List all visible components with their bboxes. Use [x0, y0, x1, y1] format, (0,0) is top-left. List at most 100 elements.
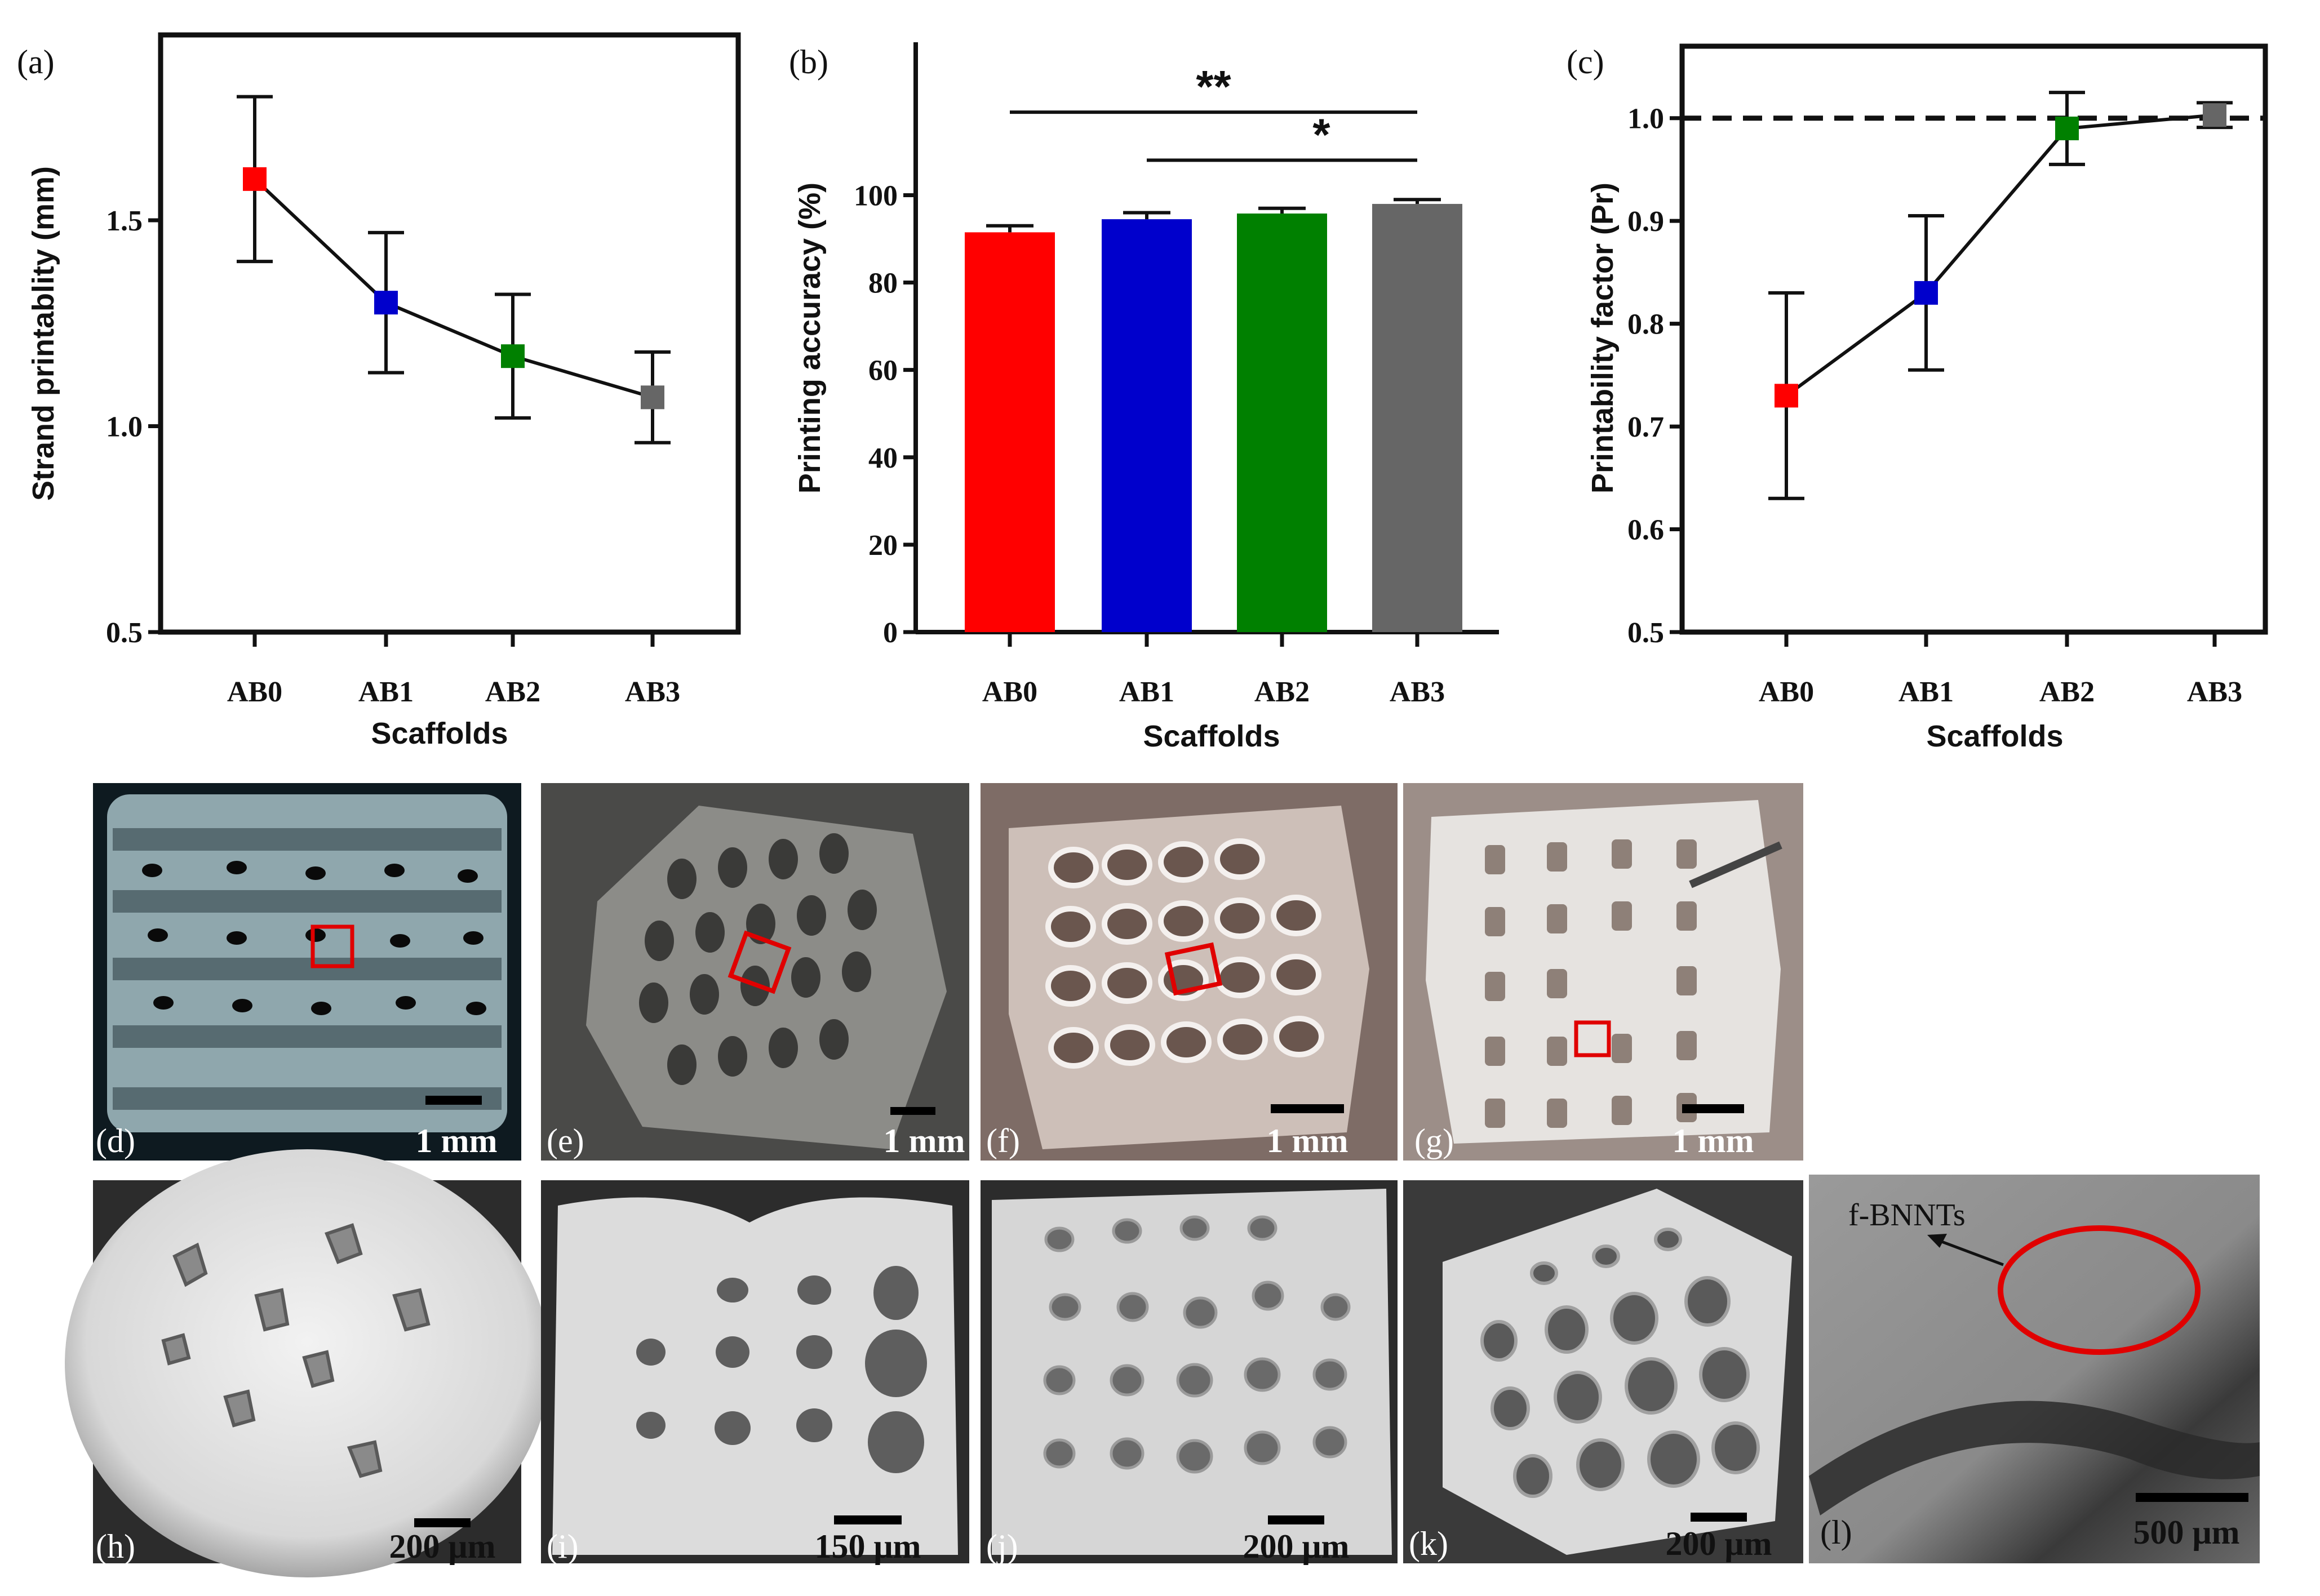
sem-k: 200 μm (k) — [1403, 1180, 1803, 1563]
photo-g-scalebar — [1682, 1104, 1744, 1113]
sem-i-scalebar — [834, 1515, 902, 1524]
xtick-label-c-2: AB2 — [2039, 676, 2095, 708]
sem-i: 150 μm (i) — [541, 1180, 969, 1565]
xtick-label-a-3: AB3 — [625, 676, 680, 708]
sem-k-scalebar — [1691, 1513, 1747, 1522]
xtick-label-b-0: AB0 — [982, 676, 1037, 708]
sem-k-pores — [1480, 1228, 1760, 1498]
photo-d: 1 mm (d) — [93, 783, 521, 1161]
photo-g-scaffold — [1426, 800, 1781, 1144]
chart-a: (a) 0.5 1.0 1.5 AB0 AB1 AB2 AB3 Strand printab… — [17, 32, 741, 750]
sig-label-b-1: * — [1312, 109, 1330, 159]
sem-l-arrow-head — [1927, 1234, 1947, 1248]
sig-label-b-0: ** — [1196, 61, 1231, 112]
chart-c: (c) 0.5 0.6 0.7 0.8 0.9 1.0 AB0 AB1 AB2 AB3 Print… — [1567, 43, 2268, 753]
ylabel-b: Printing accuracy (%) — [793, 183, 827, 494]
plot-frame-a — [158, 32, 741, 635]
xtick-label-a-2: AB2 — [485, 676, 540, 708]
sem-h: 200 μm (h) — [65, 1149, 549, 1577]
panel-label-b: (b) — [789, 43, 828, 81]
point-c-AB0 — [1775, 384, 1798, 408]
photo-e-label: (e) — [547, 1122, 584, 1159]
bar-b-AB0 — [965, 232, 1055, 632]
photo-d-scalebar — [425, 1096, 482, 1105]
photo-g-pores — [1485, 839, 1697, 1128]
ytick-label-c-0: 0.5 — [1627, 617, 1664, 649]
sem-j-scale-label: 200 μm — [1243, 1528, 1350, 1565]
photo-d-label: (d) — [96, 1122, 135, 1159]
sem-l-scalebar — [2136, 1493, 2248, 1502]
photo-e-scalebar — [890, 1107, 935, 1115]
ytick-label-c-4: 0.9 — [1627, 206, 1664, 238]
sem-j-scalebar — [1268, 1515, 1324, 1524]
sem-k-scale-label: 200 μm — [1666, 1525, 1772, 1562]
sem-l-background — [1809, 1175, 2260, 1563]
ylabel-c: Printability factor (Pr) — [1586, 183, 1620, 494]
sem-h-scalebar — [414, 1518, 471, 1527]
photo-f-pores — [1045, 838, 1324, 1069]
xtick-label-b-1: AB1 — [1119, 676, 1174, 708]
ytick-label-a-1: 1.0 — [106, 411, 143, 443]
bar-b-AB2 — [1237, 214, 1327, 632]
photo-e: 1 mm (e) — [541, 783, 969, 1161]
panel-label-a: (a) — [17, 43, 55, 81]
xtick-label-b-3: AB3 — [1390, 676, 1445, 708]
ytick-label-c-3: 0.8 — [1627, 309, 1664, 341]
point-a-AB2 — [501, 344, 525, 368]
ytick-label-b-3: 60 — [868, 355, 898, 387]
sem-k-label: (k) — [1409, 1525, 1448, 1562]
sem-h-scale-label: 200 μm — [389, 1528, 496, 1565]
ytick-label-c-1: 0.6 — [1627, 514, 1664, 546]
series-line-c — [1785, 113, 2215, 397]
xtick-label-c-3: AB3 — [2187, 676, 2242, 708]
plot-frame-c — [1679, 43, 2268, 635]
sem-l-annotation: f-BNNTs — [1848, 1198, 1966, 1233]
ytick-label-a-2: 1.5 — [106, 205, 143, 237]
photo-g-tweezer — [1689, 841, 1782, 888]
photo-f-scale-label: 1 mm — [1267, 1122, 1348, 1159]
photo-e-scale-label: 1 mm — [884, 1122, 965, 1159]
sem-l: f-BNNTs 500 μm (l) — [1809, 1175, 2260, 1563]
sem-l-label: (l) — [1820, 1514, 1852, 1551]
point-c-AB1 — [1914, 281, 1938, 305]
xtick-label-c-0: AB0 — [1759, 676, 1814, 708]
photo-g-zoom-box — [1574, 1020, 1611, 1057]
photo-g-label: (g) — [1414, 1122, 1454, 1159]
sem-j-label: (j) — [986, 1528, 1018, 1565]
sem-j-pores — [1043, 1215, 1351, 1474]
ylabel-a: Strand printablity (mm) — [26, 166, 60, 501]
point-a-AB1 — [374, 291, 398, 315]
ytick-label-b-0: 0 — [883, 617, 898, 649]
xtick-label-c-1: AB1 — [1898, 676, 1954, 708]
sem-l-fold — [1809, 1401, 2260, 1515]
sem-l-scale-label: 500 μm — [2133, 1514, 2240, 1551]
panel-label-c: (c) — [1567, 43, 1604, 81]
marks-a: 0.5 1.0 1.5 AB0 AB1 AB2 AB3 — [106, 95, 680, 708]
photo-f-label: (f) — [986, 1122, 1020, 1159]
photo-d-scale-label: 1 mm — [416, 1122, 498, 1159]
point-c-AB3 — [2203, 103, 2226, 127]
photo-d-pores — [142, 861, 486, 1015]
sem-i-label: (i) — [547, 1528, 579, 1565]
sem-h-label: (h) — [96, 1528, 135, 1565]
sem-j: 200 μm (j) — [981, 1180, 1398, 1565]
ytick-label-a-0: 0.5 — [106, 617, 143, 649]
ytick-label-b-5: 100 — [854, 180, 898, 212]
photo-f-zoom-box — [1164, 942, 1223, 996]
xlabel-b: Scaffolds — [1143, 719, 1280, 753]
xtick-label-a-1: AB1 — [358, 676, 414, 708]
sem-l-highlight-ellipse — [1998, 1225, 2201, 1355]
sem-i-scaffold — [552, 1197, 958, 1555]
xlabel-a: Scaffolds — [371, 717, 508, 750]
bar-b-AB3 — [1372, 203, 1462, 632]
sem-l-arrow-line — [1935, 1238, 2004, 1266]
ytick-label-b-1: 20 — [868, 530, 898, 562]
photo-d-zoom-box — [310, 924, 354, 968]
xtick-label-a-0: AB0 — [227, 676, 282, 708]
point-a-AB3 — [641, 385, 664, 410]
photo-f-scalebar — [1271, 1104, 1344, 1113]
ytick-label-b-4: 80 — [868, 268, 898, 300]
point-a-AB0 — [243, 167, 267, 191]
